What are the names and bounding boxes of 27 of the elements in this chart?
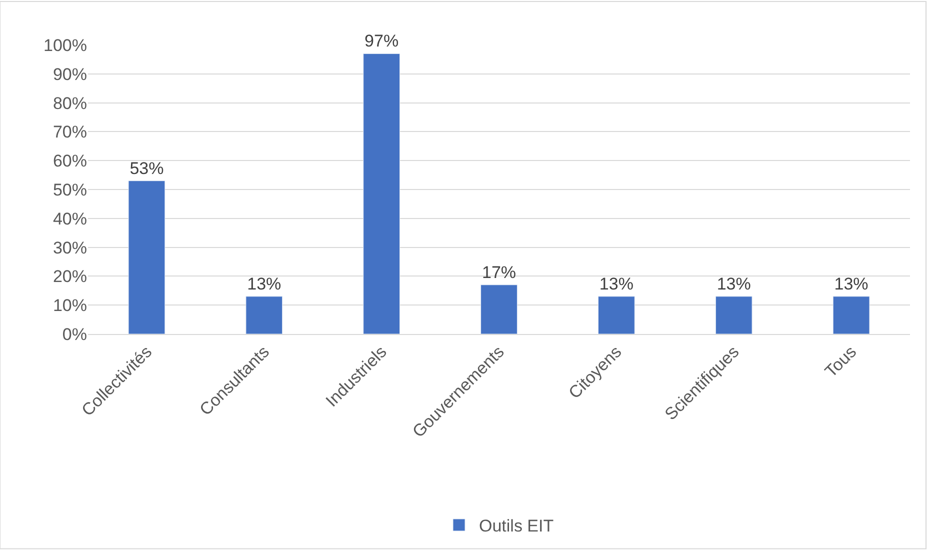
data-label: 97% [364,32,399,51]
data-label: 13% [716,274,751,294]
bar [363,53,400,334]
bar [128,180,166,334]
x-tick-label: Tous [821,342,860,382]
y-tick-label: 50% [52,180,87,200]
y-tick-label: 100% [44,36,87,55]
data-label: 13% [834,274,868,294]
bar [832,296,870,334]
y-tick-label: 10% [52,296,87,316]
y-tick-label: 0% [62,324,87,344]
y-tick-label: 80% [52,94,87,113]
data-label: 13% [247,274,282,294]
bar [598,296,635,334]
bar [715,296,752,334]
y-tick-label: 40% [52,209,87,228]
y-tick-label: 60% [52,152,87,171]
bar [480,284,518,334]
y-tick-label: 70% [52,122,87,142]
y-tick-label: 30% [52,238,87,258]
bar [246,296,283,334]
legend-label: Outils EIT [479,516,554,536]
y-tick-label: 90% [52,64,87,84]
data-label: 13% [599,274,634,294]
data-label: 53% [130,158,164,178]
data-label: 17% [482,262,516,282]
y-tick-label: 20% [52,267,87,286]
